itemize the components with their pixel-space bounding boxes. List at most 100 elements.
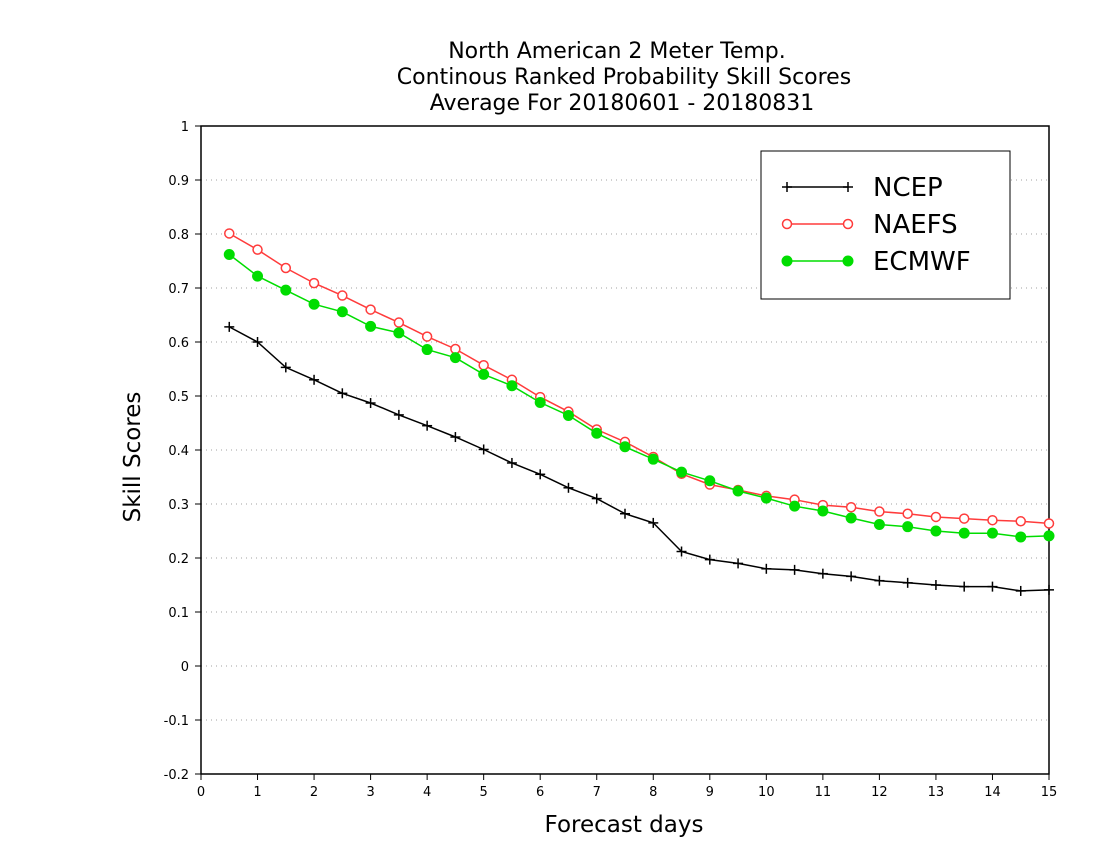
x-axis-label: Forecast days	[545, 812, 704, 838]
x-tick-label: 2	[310, 785, 318, 800]
data-point-naefs	[478, 359, 489, 371]
x-tick-label: 3	[366, 785, 374, 800]
data-point-ncep	[817, 568, 828, 579]
data-point-naefs	[930, 511, 942, 523]
y-tick-label: 0.1	[168, 606, 189, 621]
data-point-ecmwf	[902, 521, 914, 533]
data-point-naefs	[308, 277, 320, 289]
data-point-ncep	[393, 409, 404, 420]
data-point-ncep	[930, 580, 941, 590]
data-point-ecmwf	[365, 320, 377, 332]
legend-marker-ecmwf	[781, 255, 793, 267]
x-tick-label: 10	[758, 785, 775, 800]
data-point-ncep	[959, 581, 970, 592]
data-point-ncep	[224, 321, 235, 332]
y-tick-label: 1	[181, 120, 189, 135]
title-line-3: Average For 20180601 - 20180831	[430, 91, 815, 116]
legend-marker-ncep	[843, 182, 853, 192]
data-point-ncep	[676, 546, 687, 557]
data-point-ncep	[648, 517, 659, 528]
data-point-naefs	[337, 290, 348, 301]
y-axis-label: Skill Scores	[120, 392, 146, 523]
data-point-naefs	[393, 317, 405, 328]
data-point-ncep	[620, 508, 630, 519]
y-tick-label: 0.7	[168, 282, 189, 297]
y-tick-label: -0.1	[164, 714, 189, 729]
y-tick-label: 0.2	[168, 552, 189, 567]
series-ecmwf	[223, 249, 1055, 543]
data-point-ecmwf	[958, 527, 970, 539]
data-point-ecmwf	[647, 453, 659, 465]
data-point-ncep	[1044, 584, 1054, 595]
data-point-naefs	[902, 508, 913, 519]
y-tick-label: 0.4	[168, 444, 189, 459]
data-point-ecmwf	[393, 327, 405, 339]
data-point-ncep	[704, 554, 715, 565]
data-point-ecmwf	[873, 519, 885, 531]
x-tick-label: 11	[815, 785, 832, 800]
x-axis: 0 1 2 3 4 5 6 7 8 9 10 11 12 13 14 15	[197, 774, 1057, 800]
data-point-ecmwf	[478, 368, 490, 380]
data-point-ncep	[987, 581, 998, 592]
data-point-ecmwf	[1015, 531, 1027, 543]
y-axis: -0.2 -0.1 0 0.1 0.2 0.3 0.4 0.5 0.6 0.7 0.8 0.9 1	[164, 120, 201, 783]
y-tick-label: 0.5	[168, 390, 189, 405]
legend-items: NCEP NAEFS ECMWF	[781, 173, 971, 277]
series-line-ncep	[228, 326, 1050, 592]
y-tick-label: 0.6	[168, 336, 189, 351]
y-tick-label: -0.2	[164, 768, 189, 783]
data-point-naefs	[280, 262, 292, 274]
data-point-ncep	[478, 444, 489, 455]
data-point-ecmwf	[308, 298, 320, 310]
data-point-ncep	[1015, 585, 1026, 596]
data-point-ncep	[450, 432, 461, 443]
data-point-ecmwf	[562, 409, 574, 421]
data-point-ncep	[535, 469, 546, 480]
legend-marker-ecmwf	[842, 255, 854, 267]
x-tick-label: 4	[423, 785, 431, 800]
data-point-ncep	[846, 571, 857, 582]
data-point-ncep	[789, 564, 800, 575]
y-tick-label: 0.8	[168, 228, 189, 243]
x-tick-label: 5	[480, 785, 488, 800]
data-point-ecmwf	[1043, 530, 1055, 542]
x-tick-label: 15	[1041, 785, 1058, 800]
data-point-ecmwf	[449, 352, 461, 364]
x-tick-label: 8	[649, 785, 657, 800]
x-tick-label: 12	[871, 785, 888, 800]
data-point-naefs	[421, 331, 433, 342]
data-point-ecmwf	[591, 427, 603, 439]
data-point-ecmwf	[817, 505, 829, 517]
data-point-ecmwf	[280, 284, 292, 296]
data-point-ecmwf	[676, 466, 688, 478]
data-point-ncep	[761, 563, 772, 574]
data-point-ecmwf	[336, 306, 348, 318]
data-point-ncep	[563, 482, 574, 493]
data-point-ecmwf	[252, 270, 264, 282]
legend-item-ecmwf: ECMWF	[781, 247, 971, 277]
data-point-ecmwf	[223, 249, 235, 261]
data-point-naefs	[1043, 518, 1055, 529]
y-tick-label: 0.9	[168, 174, 189, 189]
data-point-ecmwf	[619, 441, 631, 453]
y-tick-label: 0	[181, 660, 189, 675]
legend-item-ncep: NCEP	[782, 173, 943, 203]
x-tick-label: 13	[928, 785, 945, 800]
legend-marker-naefs	[842, 218, 854, 230]
legend: NCEP NAEFS ECMWF	[760, 150, 1011, 300]
data-point-ncep	[902, 577, 913, 588]
data-point-ncep	[591, 493, 602, 504]
data-point-ncep	[422, 420, 433, 431]
data-point-ecmwf	[732, 485, 744, 497]
data-point-naefs	[987, 514, 998, 526]
data-point-ncep	[365, 398, 376, 409]
data-point-naefs	[1015, 516, 1026, 527]
data-point-ecmwf	[704, 475, 716, 487]
title-line-1: North American 2 Meter Temp.	[448, 39, 786, 64]
legend-label-ncep: NCEP	[873, 173, 943, 203]
data-point-naefs	[252, 244, 263, 255]
data-point-ecmwf	[534, 396, 546, 408]
data-point-naefs	[365, 304, 376, 315]
data-point-ncep	[506, 457, 517, 468]
